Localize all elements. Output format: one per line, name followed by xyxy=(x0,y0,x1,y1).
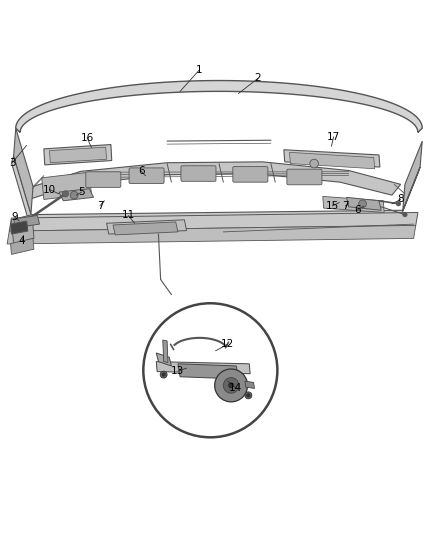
Polygon shape xyxy=(163,340,168,362)
Polygon shape xyxy=(14,128,33,215)
Circle shape xyxy=(229,383,234,388)
Text: 15: 15 xyxy=(326,201,339,211)
Circle shape xyxy=(359,200,367,208)
Circle shape xyxy=(162,373,166,376)
Text: 13: 13 xyxy=(171,366,184,376)
FancyBboxPatch shape xyxy=(287,169,322,185)
Polygon shape xyxy=(11,156,420,221)
Text: 7: 7 xyxy=(97,200,103,211)
Circle shape xyxy=(396,201,401,206)
Circle shape xyxy=(403,213,407,217)
Polygon shape xyxy=(284,150,380,167)
Text: 11: 11 xyxy=(122,211,135,221)
Circle shape xyxy=(215,369,247,402)
Text: 3: 3 xyxy=(9,158,16,168)
Polygon shape xyxy=(156,353,171,366)
Polygon shape xyxy=(178,364,238,379)
FancyBboxPatch shape xyxy=(86,172,121,188)
Polygon shape xyxy=(44,144,112,165)
Text: 2: 2 xyxy=(254,74,261,83)
Polygon shape xyxy=(49,147,106,163)
Circle shape xyxy=(70,191,78,199)
Circle shape xyxy=(223,378,239,393)
Text: 8: 8 xyxy=(397,195,404,205)
Text: 6: 6 xyxy=(138,166,145,176)
Circle shape xyxy=(245,392,252,399)
FancyBboxPatch shape xyxy=(129,168,164,183)
Circle shape xyxy=(143,303,277,437)
Polygon shape xyxy=(346,197,381,211)
Text: 10: 10 xyxy=(43,184,56,195)
FancyBboxPatch shape xyxy=(181,166,216,181)
Polygon shape xyxy=(29,162,401,199)
Text: 6: 6 xyxy=(354,205,361,215)
Text: 14: 14 xyxy=(229,383,242,393)
Text: 5: 5 xyxy=(78,187,85,197)
Polygon shape xyxy=(11,221,28,234)
Text: 17: 17 xyxy=(327,132,340,142)
Circle shape xyxy=(160,371,167,378)
Text: 12: 12 xyxy=(221,340,234,349)
Polygon shape xyxy=(156,361,250,374)
Polygon shape xyxy=(9,213,418,231)
Polygon shape xyxy=(11,215,34,244)
Circle shape xyxy=(63,191,68,197)
Polygon shape xyxy=(11,238,34,254)
Polygon shape xyxy=(403,141,422,211)
Circle shape xyxy=(20,223,28,231)
Polygon shape xyxy=(106,220,187,234)
Text: 7: 7 xyxy=(342,201,349,211)
Polygon shape xyxy=(42,172,92,199)
Polygon shape xyxy=(113,222,178,235)
Text: 9: 9 xyxy=(11,212,18,222)
Polygon shape xyxy=(290,152,374,169)
Text: 4: 4 xyxy=(19,237,25,246)
Polygon shape xyxy=(245,381,254,389)
Text: 1: 1 xyxy=(196,64,203,75)
Circle shape xyxy=(310,159,318,168)
Polygon shape xyxy=(16,80,422,132)
Polygon shape xyxy=(14,215,39,228)
Polygon shape xyxy=(323,197,384,213)
Polygon shape xyxy=(7,225,416,244)
FancyBboxPatch shape xyxy=(233,167,268,182)
Polygon shape xyxy=(59,189,94,201)
Text: 16: 16 xyxy=(81,133,94,143)
Circle shape xyxy=(247,394,250,397)
